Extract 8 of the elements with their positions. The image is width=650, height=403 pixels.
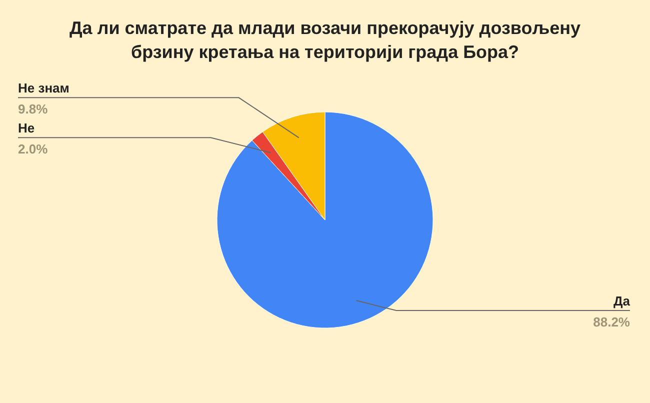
data-label: 9.8% [18,102,48,117]
slice-label: Не [18,120,35,136]
slice-label: Не знам [18,80,70,96]
data-label: 88.2% [593,314,630,330]
pie-slice [216,112,434,328]
slice-label: Да [614,294,631,309]
data-label: 2.0% [18,142,48,157]
chart-title: Да ли сматрате да млади возачи прекорачују дозвољену брзину кретања на територији града Бора? [69,18,581,62]
